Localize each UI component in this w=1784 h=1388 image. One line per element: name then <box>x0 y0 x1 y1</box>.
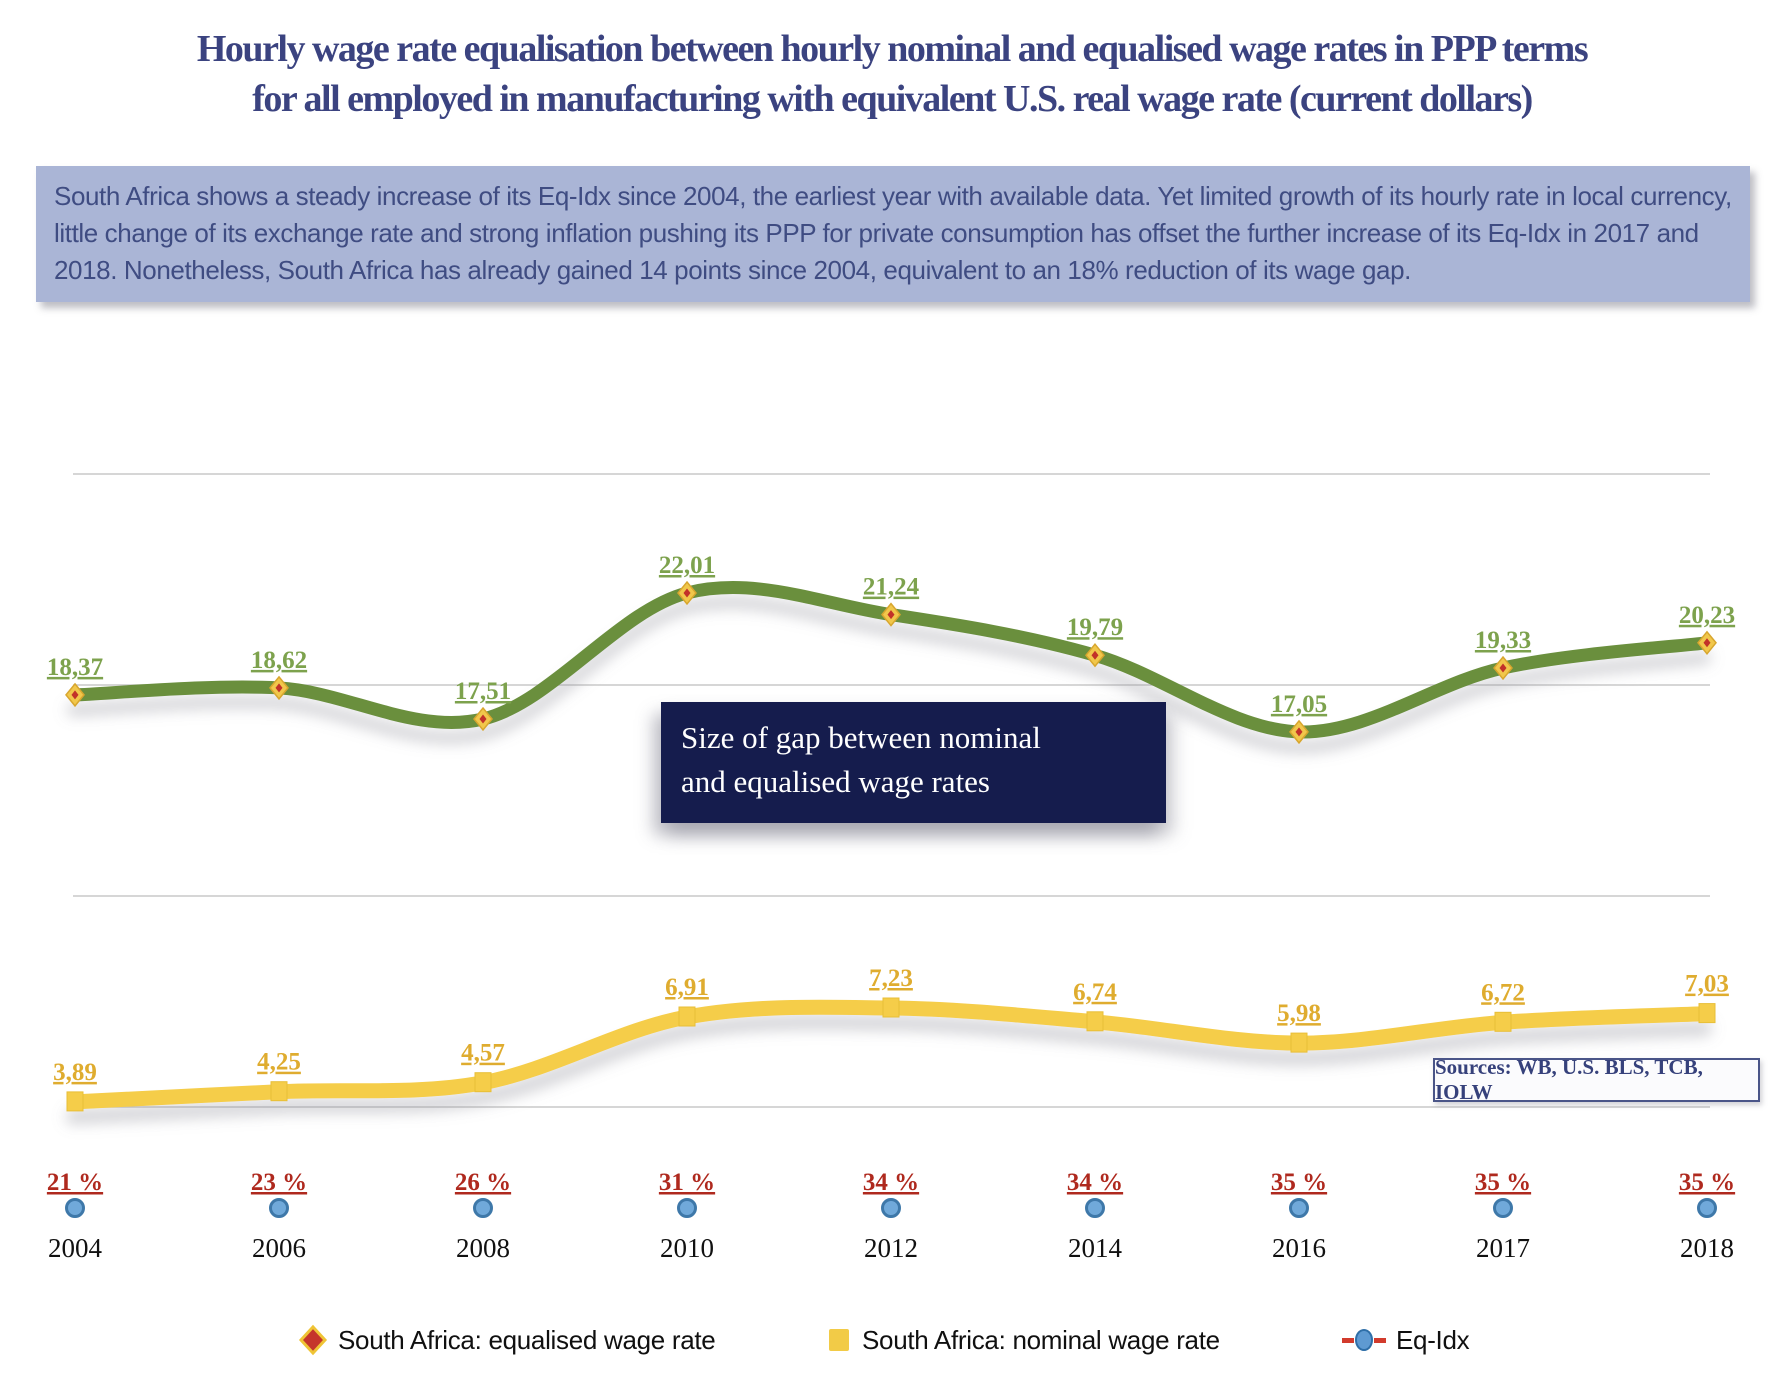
nominal-value-label: 3,89 <box>53 1059 97 1086</box>
eqidx-marker <box>1493 1198 1513 1218</box>
equalised-value-label: 17,05 <box>1271 691 1327 718</box>
legend-item-equalised: South Africa: equalised wage rate <box>298 1324 716 1356</box>
blue-circle-icon <box>1342 1329 1386 1351</box>
nominal-value-label: 6,91 <box>665 974 709 1001</box>
page-title: Hourly wage rate equalisation between ho… <box>0 24 1784 124</box>
title-line-2: for all employed in manufacturing with e… <box>252 78 1533 121</box>
equalised-marker-center <box>71 690 79 700</box>
year-label: 2004 <box>48 1233 103 1263</box>
nominal-marker <box>474 1072 492 1093</box>
data-labels: 18,37 18,62 17,51 22,01 21,24 19,79 17,05 19,33… <box>47 552 1735 1263</box>
sources-box: Sources: WB, U.S. BLS, TCB, IOLW <box>1433 1055 1760 1104</box>
eqidx-value-label: 35 % <box>1475 1169 1531 1196</box>
equalised-marker-center <box>683 588 691 598</box>
nominal-marker <box>1698 1003 1716 1024</box>
equalised-marker-center <box>887 610 895 620</box>
gap-callout: Size of gap between nominal and equalise… <box>661 702 1166 823</box>
year-label: 2016 <box>1272 1233 1326 1263</box>
nominal-value-label: 4,25 <box>257 1049 301 1076</box>
eqidx-value-label: 23 % <box>251 1169 307 1196</box>
nominal-marker <box>678 1006 696 1027</box>
year-label: 2012 <box>864 1233 918 1263</box>
year-label: 2010 <box>660 1233 714 1263</box>
legend-label-equalised: South Africa: equalised wage rate <box>338 1324 716 1355</box>
eqidx-marker <box>881 1198 901 1218</box>
nominal-marker <box>1494 1011 1512 1032</box>
yellow-square-icon <box>829 1329 849 1351</box>
equalised-marker-center <box>479 714 487 724</box>
year-label: 2006 <box>252 1233 306 1263</box>
legend-item-nominal: South Africa: nominal wage rate <box>826 1324 1220 1356</box>
equalised-value-label: 17,51 <box>455 678 511 705</box>
summary-box: South Africa shows a steady increase of … <box>36 166 1750 302</box>
year-label: 2008 <box>456 1233 510 1263</box>
nominal-value-label: 6,72 <box>1481 979 1525 1006</box>
nominal-value-label: 6,74 <box>1073 979 1117 1006</box>
equalised-value-label: 18,62 <box>251 647 307 674</box>
nominal-marker <box>1086 1011 1104 1032</box>
legend-label-eqidx: Eq-Idx <box>1396 1324 1470 1355</box>
series-lines <box>65 580 1717 1218</box>
summary-text: South Africa shows a steady increase of … <box>54 181 1732 286</box>
nominal-value-label: 7,03 <box>1685 971 1729 998</box>
callout-line-1: Size of gap between nominal <box>681 720 1041 755</box>
year-label: 2014 <box>1068 1233 1123 1263</box>
equalised-marker-center <box>1091 650 1099 660</box>
chart-legend: South Africa: equalised wage rate South … <box>0 1322 1784 1376</box>
eqidx-value-label: 31 % <box>659 1169 715 1196</box>
sources-text: Sources: WB, U.S. BLS, TCB, IOLW <box>1435 1055 1703 1104</box>
equalised-value-label: 21,24 <box>863 574 920 601</box>
nominal-marker <box>882 997 900 1018</box>
legend-item-eqidx: Eq-Idx <box>1342 1324 1470 1356</box>
nominal-value-label: 5,98 <box>1277 1000 1321 1027</box>
year-label: 2018 <box>1680 1233 1734 1263</box>
eqidx-marker <box>677 1198 697 1218</box>
nominal-marker <box>270 1081 288 1102</box>
eqidx-marker <box>1085 1198 1105 1218</box>
equalised-value-label: 22,01 <box>659 552 715 579</box>
eqidx-marker <box>473 1198 493 1218</box>
eqidx-value-label: 34 % <box>1067 1169 1123 1196</box>
eqidx-value-label: 35 % <box>1679 1169 1735 1196</box>
nominal-value-label: 7,23 <box>869 965 913 992</box>
equalised-value-label: 19,33 <box>1475 627 1531 654</box>
equalised-value-label: 20,23 <box>1679 602 1735 629</box>
eqidx-value-label: 35 % <box>1271 1169 1327 1196</box>
nominal-marker <box>66 1091 84 1112</box>
eqidx-marker <box>1697 1198 1717 1218</box>
eqidx-marker <box>1289 1198 1309 1218</box>
red-diamond-icon <box>298 1324 328 1356</box>
equalised-value-label: 19,79 <box>1067 614 1123 641</box>
nominal-marker <box>1290 1032 1308 1053</box>
equalised-marker-center <box>275 683 283 693</box>
equalised-value-label: 18,37 <box>47 654 103 681</box>
eqidx-marker <box>65 1198 85 1218</box>
eqidx-value-label: 34 % <box>863 1169 919 1196</box>
callout-line-2: and equalised wage rates <box>681 764 991 800</box>
equalised-marker-center <box>1295 727 1303 737</box>
legend-label-nominal: South Africa: nominal wage rate <box>862 1324 1220 1355</box>
equalised-marker-center <box>1703 638 1711 648</box>
title-line-1: Hourly wage rate equalisation between ho… <box>196 28 1589 70</box>
eqidx-marker <box>269 1198 289 1218</box>
equalised-marker-center <box>1499 663 1507 673</box>
eqidx-value-label: 21 % <box>47 1169 103 1196</box>
gridlines <box>73 473 1710 1108</box>
eqidx-value-label: 26 % <box>455 1169 511 1196</box>
nominal-value-label: 4,57 <box>461 1040 505 1067</box>
year-label: 2017 <box>1476 1233 1530 1263</box>
